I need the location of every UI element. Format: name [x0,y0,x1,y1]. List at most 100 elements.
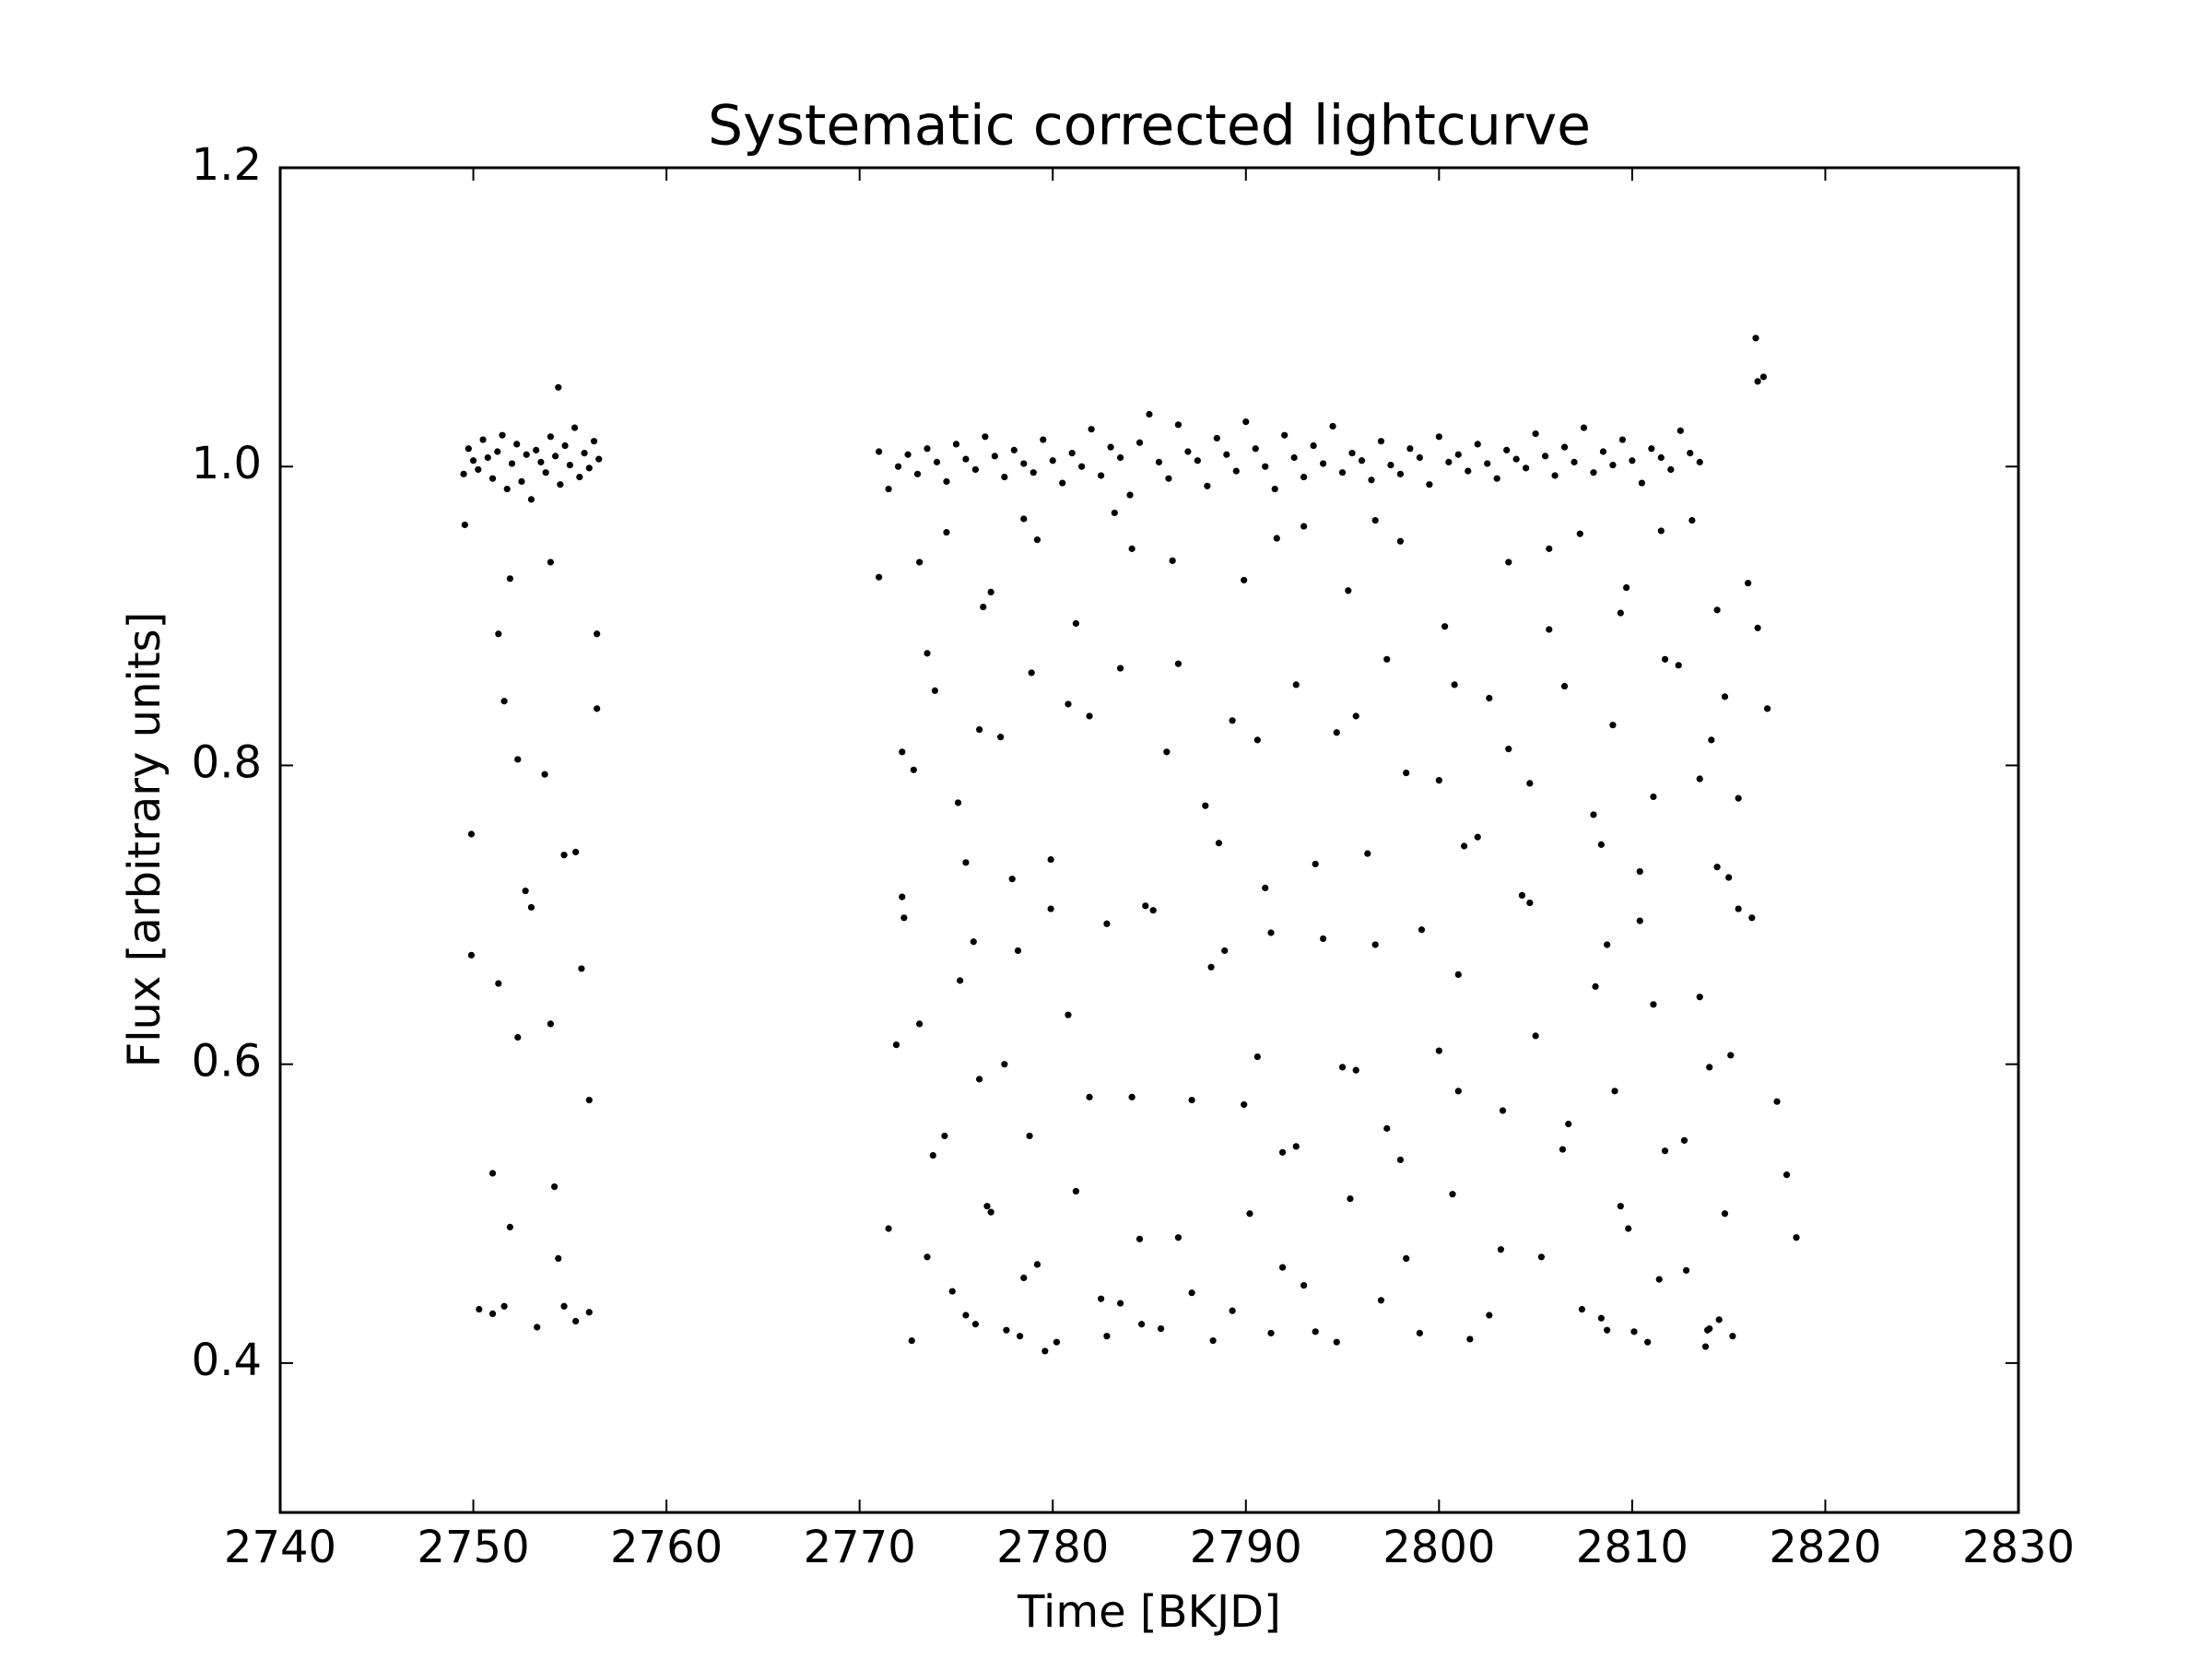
data-point [557,481,564,488]
data-point [1174,660,1182,667]
data-point [1416,1329,1423,1337]
data-point [1278,1148,1287,1156]
data-point [1300,473,1308,481]
data-point [1213,434,1220,442]
data-point [1111,509,1118,517]
data-point [1623,583,1630,592]
data-point [1223,451,1230,458]
data-point [1098,1295,1105,1302]
y-tick-label: 1.2 [192,139,262,191]
data-point [1364,850,1371,857]
data-point [1184,448,1192,455]
data-point [1546,626,1553,633]
data-point [1229,717,1236,724]
data-point [1435,1047,1442,1054]
data-point [1759,373,1767,381]
data-point [1377,1297,1385,1304]
data-point [1207,963,1215,971]
data-point [488,475,497,482]
x-tick-label: 2810 [1576,1522,1688,1573]
data-point [541,771,548,778]
data-point [1065,700,1072,708]
data-point [1010,446,1018,453]
data-point [1292,1143,1300,1150]
data-point [1253,1053,1261,1061]
data-point [1532,429,1539,438]
data-point [1030,469,1037,477]
data-point [1497,1246,1504,1253]
data-point [1188,1096,1195,1104]
data-point [527,903,535,912]
data-point [1729,1333,1736,1340]
data-point [991,453,998,460]
data-point [1155,458,1163,465]
data-point [576,473,583,481]
data-point [595,455,603,463]
data-point [1532,1032,1539,1040]
data-point [1773,1098,1781,1105]
data-point [1696,775,1703,782]
data-point [533,446,540,453]
data-point [1727,1052,1735,1059]
data-point [943,477,950,486]
data-point [1609,722,1617,729]
data-point [1445,458,1453,465]
data-point [1383,1124,1391,1132]
data-point [1706,1064,1713,1071]
data-point [484,453,491,462]
data-point [1618,436,1627,443]
data-point [1551,472,1559,479]
data-point [1465,467,1472,475]
data-point [1754,378,1761,385]
data-point [1754,624,1761,631]
data-point [1253,736,1261,744]
data-point [1068,450,1076,457]
data-point [1204,482,1211,489]
data-point [1617,609,1624,617]
data-point [962,1312,970,1319]
x-axis-label: Time [BKJD] [1017,1586,1281,1638]
data-point [1636,867,1643,876]
data-point [1745,580,1752,587]
data-point [1783,1171,1791,1179]
data-point [1661,655,1669,663]
data-point [1680,1136,1688,1144]
data-point [1310,441,1317,450]
data-point [585,465,593,472]
data-point [970,938,977,946]
data-point [916,1020,924,1028]
data-point [499,431,506,439]
data-point [1715,1316,1723,1324]
x-tick-label: 2830 [1962,1522,2075,1573]
data-point [1657,527,1665,535]
data-point [1701,1343,1710,1350]
data-point [1202,802,1209,809]
data-point [1116,665,1124,672]
data-point [1267,929,1275,936]
data-point [1537,1253,1545,1261]
data-point [500,698,508,705]
x-tick-label: 2750 [417,1522,529,1573]
data-point [900,914,908,922]
x-tick-label: 2740 [224,1522,336,1573]
data-point [1312,860,1319,868]
data-point [1518,891,1526,900]
data-point [931,687,938,694]
data-point [1682,1266,1690,1274]
data-point [542,469,549,477]
data-point [555,383,562,391]
data-point [1604,941,1611,948]
data-point [971,465,979,474]
data-point [1416,453,1423,462]
data-point [904,451,912,458]
data-point [506,575,513,582]
data-point [1165,475,1172,482]
data-point [894,463,902,470]
data-point [1441,623,1449,630]
data-point [1604,1326,1611,1334]
data-point [1597,841,1605,848]
data-point [1592,982,1599,990]
data-point [943,528,950,536]
data-point [980,604,987,611]
